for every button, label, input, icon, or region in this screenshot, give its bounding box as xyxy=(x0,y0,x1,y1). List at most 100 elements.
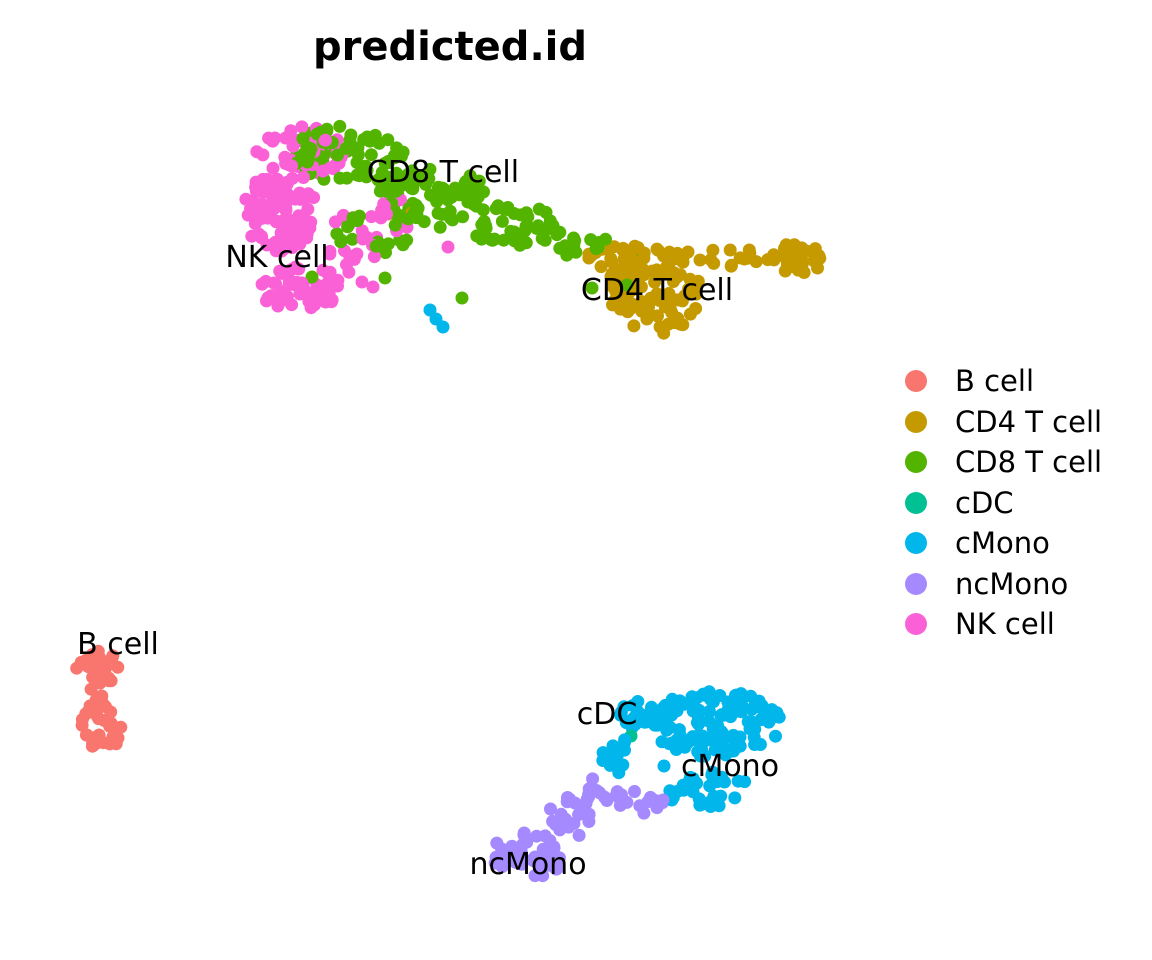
data-point xyxy=(475,218,489,232)
data-point xyxy=(396,145,410,159)
data-point xyxy=(103,719,117,733)
data-point xyxy=(749,697,762,711)
legend-dot-icon xyxy=(905,491,927,514)
data-point xyxy=(256,148,270,162)
data-point xyxy=(655,735,669,749)
data-point xyxy=(700,797,714,811)
data-point xyxy=(663,721,677,734)
data-point xyxy=(252,203,266,217)
data-point xyxy=(693,253,707,267)
data-point xyxy=(333,171,347,185)
data-point xyxy=(662,287,676,300)
data-point xyxy=(495,214,509,228)
data-point xyxy=(507,225,521,239)
legend-label: cDC xyxy=(955,485,1014,520)
data-point xyxy=(80,728,94,742)
data-point xyxy=(96,736,110,750)
data-point xyxy=(469,199,483,213)
data-point xyxy=(628,239,642,253)
data-point xyxy=(356,232,370,246)
data-point xyxy=(572,828,586,842)
data-point xyxy=(618,733,632,747)
data-point xyxy=(591,240,605,254)
data-point xyxy=(301,290,315,303)
legend-item-cdc: cDC xyxy=(905,483,1102,524)
data-point xyxy=(799,244,813,258)
data-point xyxy=(770,706,784,720)
data-point xyxy=(323,265,337,279)
data-point xyxy=(495,842,509,856)
data-point xyxy=(733,730,747,744)
data-point xyxy=(544,802,557,816)
data-point xyxy=(705,768,719,782)
data-point xyxy=(676,250,690,264)
data-point xyxy=(708,725,722,739)
data-point xyxy=(241,208,255,222)
cluster-label-b-cell: B cell xyxy=(77,627,159,662)
data-point xyxy=(648,275,662,289)
data-point xyxy=(552,860,566,874)
cluster-label-cmono: cMono xyxy=(680,749,780,784)
data-point xyxy=(262,131,276,145)
data-point xyxy=(301,202,315,216)
data-point xyxy=(606,739,620,753)
data-point xyxy=(104,705,118,719)
data-point xyxy=(665,692,679,706)
data-point xyxy=(561,791,574,804)
data-point xyxy=(92,712,106,726)
data-point xyxy=(110,730,124,744)
data-point xyxy=(732,704,746,718)
legend-dot-icon xyxy=(905,572,927,595)
data-point xyxy=(351,214,364,228)
data-point xyxy=(748,738,762,751)
data-point xyxy=(382,173,396,187)
legend-item-cmono: cMono xyxy=(905,523,1102,564)
data-point xyxy=(333,119,347,133)
data-point xyxy=(260,294,273,308)
data-point xyxy=(723,243,737,257)
legend-item-nk-cell: NK cell xyxy=(905,604,1102,645)
data-point xyxy=(273,177,287,191)
legend-item-cd4-t-cell: CD4 T cell xyxy=(905,402,1102,443)
data-point xyxy=(650,801,664,815)
legend-dot-icon xyxy=(905,613,927,636)
legend-label: ncMono xyxy=(955,566,1069,601)
data-point xyxy=(691,709,705,723)
data-point xyxy=(812,249,826,263)
data-point xyxy=(85,739,99,753)
data-point xyxy=(475,232,489,246)
data-point xyxy=(257,185,271,199)
data-point xyxy=(620,278,634,292)
data-point xyxy=(528,869,542,883)
data-point xyxy=(371,173,385,187)
data-point xyxy=(388,218,402,232)
data-point xyxy=(455,291,469,305)
data-point xyxy=(375,203,389,217)
data-point xyxy=(296,132,310,146)
data-point xyxy=(351,141,365,155)
data-point xyxy=(345,232,359,246)
data-point xyxy=(323,247,337,261)
data-point xyxy=(677,697,691,711)
data-point xyxy=(269,200,283,214)
data-point xyxy=(328,215,342,229)
data-point xyxy=(433,220,447,234)
data-point xyxy=(279,217,293,231)
data-point xyxy=(594,260,608,274)
data-point xyxy=(714,709,728,723)
data-point xyxy=(382,154,395,168)
data-point xyxy=(372,136,386,150)
data-point xyxy=(657,759,671,773)
data-point xyxy=(301,187,315,201)
cluster-label-cd8-t-cell: CD8 T cell xyxy=(366,155,520,190)
data-point xyxy=(283,128,297,142)
data-point xyxy=(567,231,581,245)
page-title: predicted.id xyxy=(313,24,587,70)
data-point xyxy=(646,704,660,718)
data-point xyxy=(305,270,319,284)
legend-dot-icon xyxy=(905,410,927,433)
data-point xyxy=(350,168,364,182)
data-point xyxy=(486,233,499,247)
data-point xyxy=(271,190,285,204)
data-point xyxy=(531,219,545,233)
